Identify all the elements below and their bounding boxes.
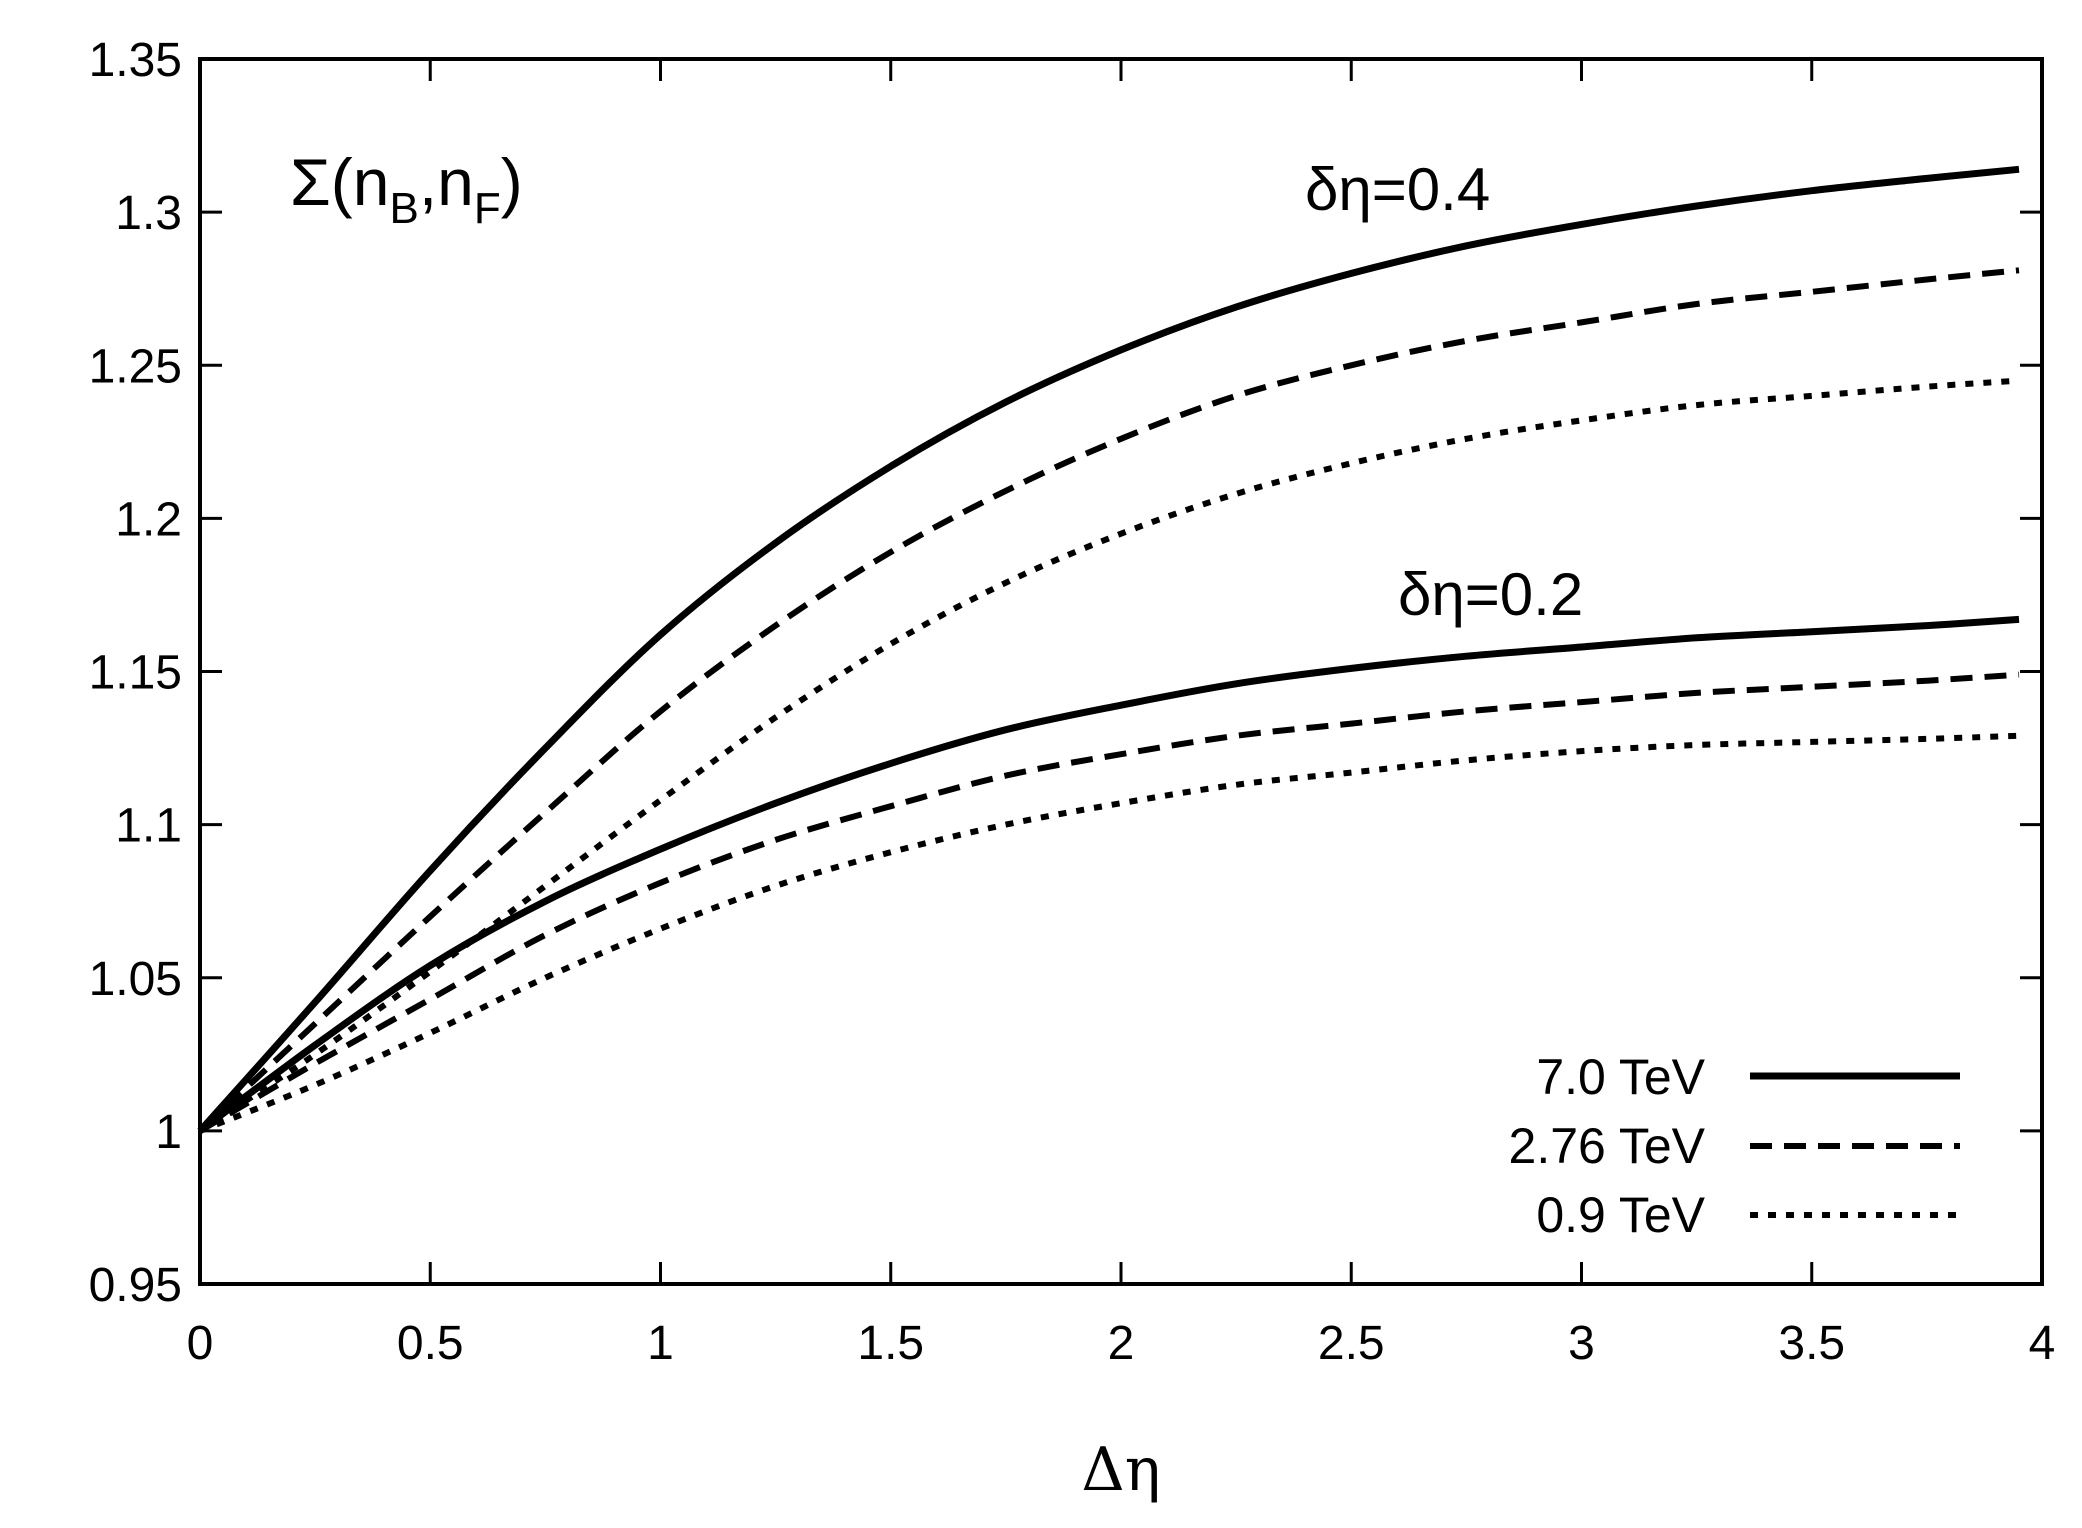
- x-tick-label: 4: [2029, 1317, 2056, 1370]
- legend-label-276tev: 2.76 TeV: [1509, 1118, 1706, 1174]
- series-line-5: [198, 732, 2020, 1134]
- y-tick-label: 1.2: [115, 493, 182, 546]
- y-tick-label: 1.1: [115, 800, 182, 853]
- y-tick-label: 1: [155, 1106, 182, 1159]
- x-tick-label: 1.5: [857, 1317, 924, 1370]
- x-tick-label: 1: [647, 1317, 674, 1370]
- x-tick-label: 2.5: [1318, 1317, 1385, 1370]
- x-tick-label: 3: [1568, 1317, 1595, 1370]
- annotation-sigma-main: Σ(n: [290, 145, 389, 219]
- y-tick-label: 1.25: [89, 340, 182, 393]
- annotation-sigma-end: ): [501, 145, 523, 219]
- annotation-sigma-sub-f: F: [474, 184, 501, 233]
- labels-layer: 0 0.5 1 1.5 2 2.5 3 3.5 4 0.95 1 1.05 1.1 1.15 1.2 1.25…: [89, 34, 2056, 1370]
- plot-frame: [198, 57, 2044, 1286]
- series-line-1: [197, 267, 2020, 1134]
- series-line-4: [198, 671, 2020, 1134]
- annotation-sigma-sub-b: B: [389, 184, 418, 233]
- x-axis-title: Δη: [1081, 1435, 1160, 1505]
- y-tick-label: 1.3: [115, 187, 182, 240]
- series-line-3: [197, 615, 2020, 1134]
- x-tick-label: 3.5: [1778, 1317, 1845, 1370]
- y-tick-label: 1.35: [89, 34, 182, 87]
- y-tick-label: 0.95: [89, 1259, 182, 1312]
- annotation-deta-04: δη=0.4: [1305, 156, 1490, 223]
- y-tick-label: 1.05: [89, 953, 182, 1006]
- legend-label-09tev: 0.9 TeV: [1536, 1187, 1705, 1243]
- x-tick-label: 0: [187, 1317, 214, 1370]
- series-layer: [197, 165, 2020, 1134]
- series-line-0: [197, 165, 2020, 1134]
- annotation-deta-02: δη=0.2: [1398, 561, 1583, 628]
- annotation-sigma: Σ(nB,nF): [290, 145, 523, 233]
- y-tick-label: 1.15: [89, 647, 182, 700]
- x-tick-label: 2: [1108, 1317, 1135, 1370]
- annotation-sigma-mid: ,n: [419, 145, 474, 219]
- legend-label-7tev: 7.0 TeV: [1536, 1049, 1705, 1105]
- ticks-layer: [198, 57, 2044, 1286]
- series-line-2: [198, 377, 2020, 1134]
- legend: 7.0 TeV 2.76 TeV 0.9 TeV: [1509, 1049, 1960, 1243]
- x-tick-label: 0.5: [397, 1317, 464, 1370]
